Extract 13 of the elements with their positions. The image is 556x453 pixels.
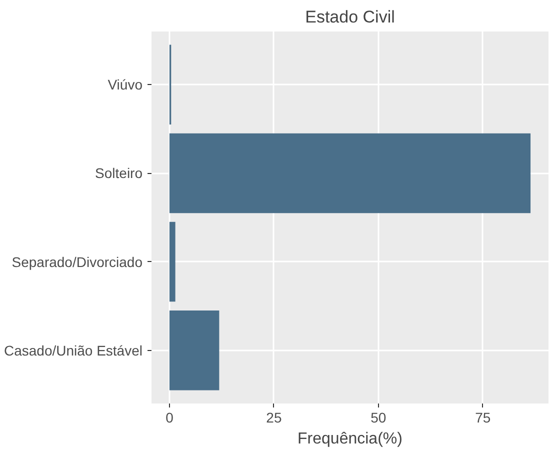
y-tick-label: Viúvo [108, 76, 143, 93]
y-tick-label: Casado/União Estável [4, 342, 143, 358]
y-tick-label: Solteiro [95, 165, 143, 182]
bar [169, 310, 220, 390]
x-tick-label: 75 [475, 410, 491, 426]
x-tick-label: 25 [266, 410, 282, 426]
bar [169, 133, 531, 214]
x-tick-label: 50 [370, 410, 386, 426]
chart-title: Estado Civil [305, 8, 395, 26]
y-tick-label: Separado/Divorciado [12, 254, 143, 270]
x-axis-title: Frequência(%) [298, 430, 402, 448]
bar [169, 222, 176, 302]
x-tick-label: 0 [166, 410, 174, 426]
